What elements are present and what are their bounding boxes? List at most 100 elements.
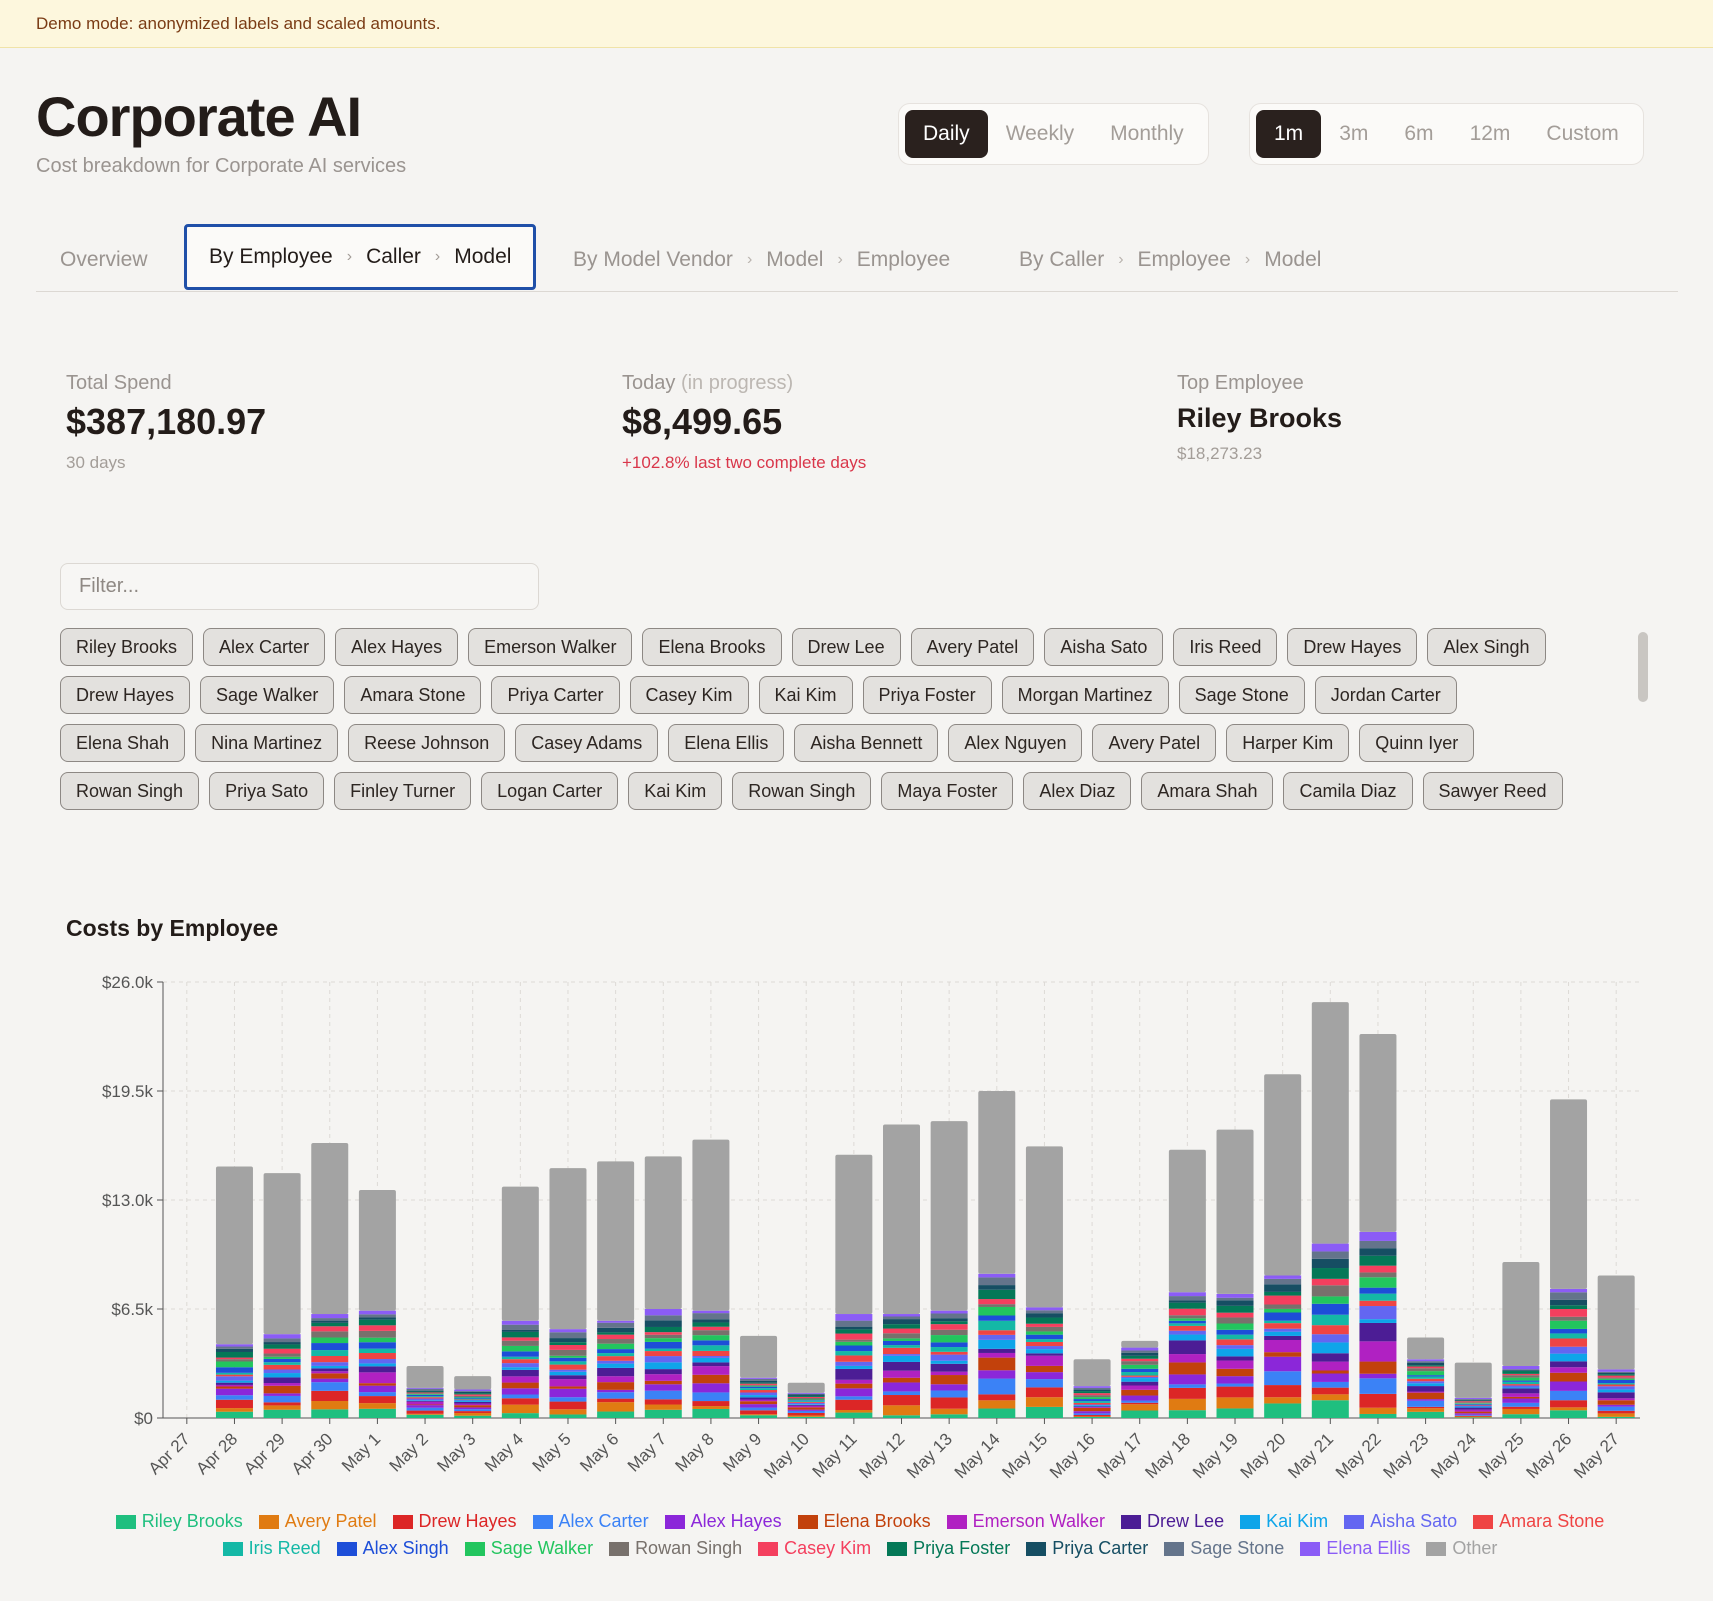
employee-chip[interactable]: Quinn Iyer <box>1359 724 1475 762</box>
employee-chip[interactable]: Reese Johnson <box>348 724 506 762</box>
employee-chip[interactable]: Aisha Sato <box>1044 628 1164 666</box>
legend-label: Avery Patel <box>284 1511 377 1531</box>
legend-item[interactable]: Drew Lee <box>1121 1511 1224 1532</box>
legend-item[interactable]: Other <box>1426 1538 1497 1559</box>
bar-segment <box>263 1364 301 1370</box>
bar-segment <box>215 1372 253 1375</box>
employee-chip[interactable]: Rowan Singh <box>60 772 200 810</box>
employee-chip[interactable]: Camila Diaz <box>1283 772 1413 810</box>
legend-item[interactable]: Drew Hayes <box>392 1511 517 1532</box>
employee-chip[interactable]: Emerson Walker <box>468 628 633 666</box>
range-option-custom[interactable]: Custom <box>1546 122 1619 145</box>
legend-item[interactable]: Alex Singh <box>336 1538 449 1559</box>
tab-by-employee[interactable]: By Employee › Caller › Model <box>184 224 537 290</box>
range-option-1m[interactable]: 1m <box>1256 110 1322 158</box>
bar-segment <box>1025 1307 1063 1311</box>
employee-chip[interactable]: Amara Stone <box>344 676 482 714</box>
range-option-6m[interactable]: 6m <box>1404 122 1434 145</box>
employee-chip[interactable]: Priya Carter <box>491 676 620 714</box>
employee-chip[interactable]: Priya Sato <box>209 772 325 810</box>
employee-chip[interactable]: Sage Stone <box>1178 676 1305 714</box>
employee-chip[interactable]: Kai Kim <box>758 676 853 714</box>
legend-item[interactable]: Priya Foster <box>887 1538 1010 1559</box>
employee-chip[interactable]: Drew Hayes <box>60 676 191 714</box>
legend-item[interactable]: Riley Brooks <box>115 1511 243 1532</box>
employee-chip[interactable]: Drew Lee <box>791 628 901 666</box>
bar-segment <box>1359 1322 1397 1342</box>
legend-item[interactable]: Priya Carter <box>1026 1538 1148 1559</box>
employee-chip[interactable]: Amara Shah <box>1141 772 1274 810</box>
employee-chip[interactable]: Alex Diaz <box>1023 772 1132 810</box>
employee-chip[interactable]: Finley Turner <box>334 772 472 810</box>
legend-item[interactable]: Sage Walker <box>464 1538 593 1559</box>
x-tick-label: May 22 <box>1332 1429 1385 1482</box>
granularity-option-monthly[interactable]: Monthly <box>1110 122 1184 145</box>
granularity-option-daily[interactable]: Daily <box>905 110 988 158</box>
filter-input[interactable] <box>60 563 539 610</box>
employee-chip[interactable]: Avery Patel <box>910 628 1035 666</box>
employee-chip[interactable]: Alex Carter <box>203 628 326 666</box>
demo-mode-banner: Demo mode: anonymized labels and scaled … <box>0 0 1713 48</box>
bar-segment <box>692 1319 730 1323</box>
legend-item[interactable]: Alex Carter <box>532 1511 649 1532</box>
employee-chip[interactable]: Maya Foster <box>881 772 1014 810</box>
employee-chip[interactable]: Elena Shah <box>60 724 186 762</box>
employee-chip[interactable]: Logan Carter <box>481 772 619 810</box>
employee-chip[interactable]: Elena Brooks <box>642 628 782 666</box>
legend-item[interactable]: Aisha Sato <box>1344 1511 1457 1532</box>
employee-chip[interactable]: Rowan Singh <box>732 772 872 810</box>
bar-segment <box>1216 1323 1254 1330</box>
tab-overview[interactable]: Overview <box>60 228 148 292</box>
employee-chip[interactable]: Avery Patel <box>1092 724 1217 762</box>
employee-chip[interactable]: Harper Kim <box>1226 724 1350 762</box>
bar-segment-other <box>1359 1033 1397 1232</box>
bar-segment <box>1025 1406 1063 1418</box>
bar-segment <box>978 1378 1016 1395</box>
bar-segment <box>454 1415 492 1418</box>
chip-list-scrollbar[interactable] <box>1635 628 1651 820</box>
bar-segment-other <box>692 1139 730 1311</box>
legend-item[interactable]: Elena Brooks <box>797 1511 931 1532</box>
tab-by-caller[interactable]: By Caller › Employee › Model <box>1019 228 1321 292</box>
employee-chip[interactable]: Elena Ellis <box>668 724 785 762</box>
bar-segment <box>1311 1387 1349 1395</box>
bar-segment <box>1597 1386 1635 1390</box>
range-option-3m[interactable]: 3m <box>1339 122 1369 145</box>
employee-chip[interactable]: Sage Walker <box>200 676 335 714</box>
legend-item[interactable]: Casey Kim <box>758 1538 871 1559</box>
legend-item[interactable]: Rowan Singh <box>609 1538 742 1559</box>
scrollbar-thumb[interactable] <box>1638 632 1648 702</box>
employee-chip[interactable]: Morgan Martinez <box>1001 676 1169 714</box>
legend-item[interactable]: Emerson Walker <box>946 1511 1105 1532</box>
bar-segment <box>1407 1376 1445 1379</box>
employee-chip[interactable]: Iris Reed <box>1173 628 1278 666</box>
employee-chip[interactable]: Casey Adams <box>515 724 659 762</box>
employee-chip[interactable]: Drew Hayes <box>1287 628 1418 666</box>
employee-chip[interactable]: Jordan Carter <box>1314 676 1457 714</box>
employee-chip[interactable]: Alex Singh <box>1427 628 1546 666</box>
range-option-12m[interactable]: 12m <box>1469 122 1511 145</box>
employee-chip[interactable]: Nina Martinez <box>195 724 339 762</box>
legend-item[interactable]: Elena Ellis <box>1300 1538 1410 1559</box>
legend-item[interactable]: Alex Hayes <box>664 1511 782 1532</box>
tab-by-model-vendor[interactable]: By Model Vendor › Model › Employee <box>573 228 950 292</box>
bar-segment-other <box>311 1142 349 1315</box>
employee-chip[interactable]: Casey Kim <box>629 676 749 714</box>
legend-swatch <box>887 1541 908 1556</box>
tab-label: Model <box>766 248 824 271</box>
legend-item[interactable]: Sage Stone <box>1164 1538 1284 1559</box>
legend-item[interactable]: Kai Kim <box>1240 1511 1328 1532</box>
employee-chip[interactable]: Aisha Bennett <box>794 724 939 762</box>
employee-chip[interactable]: Riley Brooks <box>60 628 194 666</box>
legend-item[interactable]: Iris Reed <box>222 1538 321 1559</box>
granularity-option-weekly[interactable]: Weekly <box>1005 122 1075 145</box>
employee-chip[interactable]: Sawyer Reed <box>1422 772 1563 810</box>
employee-chip[interactable]: Alex Hayes <box>335 628 459 666</box>
legend-item[interactable]: Avery Patel <box>258 1511 377 1532</box>
employee-chip[interactable]: Alex Nguyen <box>948 724 1083 762</box>
employee-chip[interactable]: Priya Foster <box>862 676 992 714</box>
legend-item[interactable]: Amara Stone <box>1473 1511 1604 1532</box>
employee-chip[interactable]: Kai Kim <box>628 772 723 810</box>
kpi-top-employee: Top Employee Riley Brooks $18,273.23 <box>1177 372 1342 464</box>
bar-segment <box>549 1361 587 1365</box>
